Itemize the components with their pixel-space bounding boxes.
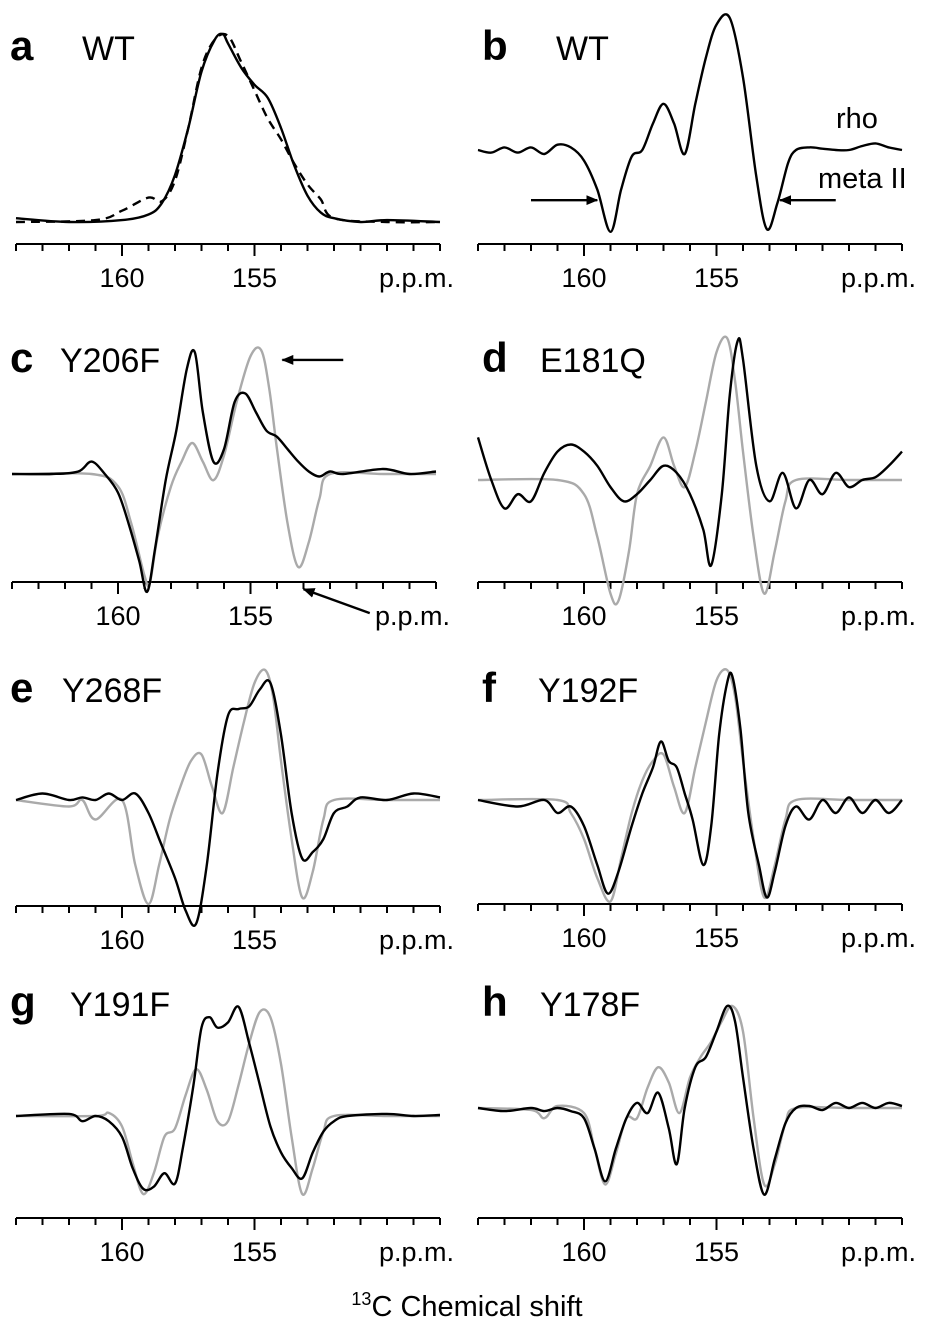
series-line-black bbox=[15, 1005, 441, 1192]
unit-label: p.p.m. bbox=[379, 1237, 454, 1267]
panel-label: Y192F bbox=[538, 672, 638, 710]
tick-label: 160 bbox=[561, 601, 606, 631]
panel-letter: f bbox=[482, 664, 497, 711]
tick-label: 155 bbox=[228, 601, 273, 631]
tick-label: 160 bbox=[561, 1237, 606, 1267]
panel-letter: e bbox=[10, 664, 33, 711]
unit-label: p.p.m. bbox=[379, 925, 454, 955]
series-line-gray bbox=[15, 668, 440, 906]
panel-f: f Y192F 160 155 p.p.m. bbox=[477, 664, 916, 953]
series-line-black bbox=[477, 13, 903, 233]
panel-label: Y268F bbox=[62, 672, 162, 710]
tick-label: 160 bbox=[99, 1237, 144, 1267]
tick-label: 155 bbox=[694, 263, 739, 293]
tick-label: 155 bbox=[694, 923, 739, 953]
panel-letter: g bbox=[10, 978, 36, 1025]
x-axis-caption-text: C Chemical shift bbox=[371, 1291, 582, 1323]
tick-label: 155 bbox=[232, 263, 277, 293]
unit-label: p.p.m. bbox=[379, 263, 454, 293]
series-line-gray bbox=[477, 668, 902, 903]
series-line-gray bbox=[477, 1004, 902, 1188]
series-line-black bbox=[477, 1004, 903, 1196]
tick-label: 160 bbox=[99, 263, 144, 293]
panel-label: E181Q bbox=[540, 342, 646, 380]
panels: a WT 160 155 p.p.m. b WT 160 155 p.p.m. rho meta II… bbox=[10, 13, 916, 1267]
x-axis-caption-superscript: 13 bbox=[351, 1289, 371, 1309]
rho-label: rho bbox=[836, 103, 878, 135]
panel-label: Y178F bbox=[540, 986, 640, 1024]
panel-label: WT bbox=[556, 30, 609, 68]
panel-a: a WT 160 155 p.p.m. bbox=[10, 22, 454, 293]
panel-letter: b bbox=[482, 22, 508, 69]
unit-label: p.p.m. bbox=[841, 1237, 916, 1267]
panel-letter: c bbox=[10, 334, 33, 381]
panel-label: Y191F bbox=[70, 986, 170, 1024]
panel-e: e Y268F 160 155 p.p.m. bbox=[10, 664, 454, 955]
unit-label: p.p.m. bbox=[375, 601, 450, 631]
panel-letter: d bbox=[482, 334, 508, 381]
tick-label: 160 bbox=[561, 923, 606, 953]
tick-label: 160 bbox=[95, 601, 140, 631]
panel-h: h Y178F 160 155 p.p.m. bbox=[477, 978, 916, 1267]
panel-c: c Y206F 160 155 p.p.m. bbox=[10, 334, 450, 631]
series-line-gray bbox=[15, 1008, 440, 1197]
tick-label: 155 bbox=[694, 1237, 739, 1267]
unit-label: p.p.m. bbox=[841, 923, 916, 953]
panel-b: b WT 160 155 p.p.m. rho meta II bbox=[477, 13, 916, 293]
unit-label: p.p.m. bbox=[841, 263, 916, 293]
panel-letter: h bbox=[482, 978, 508, 1025]
series-line-black bbox=[476, 337, 903, 568]
meta-ii-label: meta II bbox=[818, 163, 907, 195]
tick-label: 155 bbox=[694, 601, 739, 631]
panel-letter: a bbox=[10, 22, 34, 69]
unit-label: p.p.m. bbox=[841, 601, 916, 631]
series-line-black bbox=[477, 671, 903, 899]
tick-label: 155 bbox=[232, 1237, 277, 1267]
series-line-black-dashed bbox=[15, 32, 441, 224]
panel-g: g Y191F 160 155 p.p.m. bbox=[10, 978, 454, 1267]
tick-label: 155 bbox=[232, 925, 277, 955]
series-line-gray bbox=[11, 346, 436, 588]
panel-d: d E181Q 160 155 p.p.m. bbox=[476, 334, 916, 631]
panel-label: WT bbox=[82, 30, 135, 68]
arrow bbox=[302, 587, 371, 615]
series-line-black bbox=[15, 32, 441, 224]
series-line-black bbox=[11, 348, 437, 594]
series-line-gray bbox=[477, 335, 902, 606]
x-axis-caption: 13C Chemical shift bbox=[351, 1289, 582, 1323]
tick-label: 160 bbox=[561, 263, 606, 293]
panel-label: Y206F bbox=[60, 342, 160, 380]
series-line-black bbox=[15, 679, 441, 927]
tick-label: 160 bbox=[99, 925, 144, 955]
